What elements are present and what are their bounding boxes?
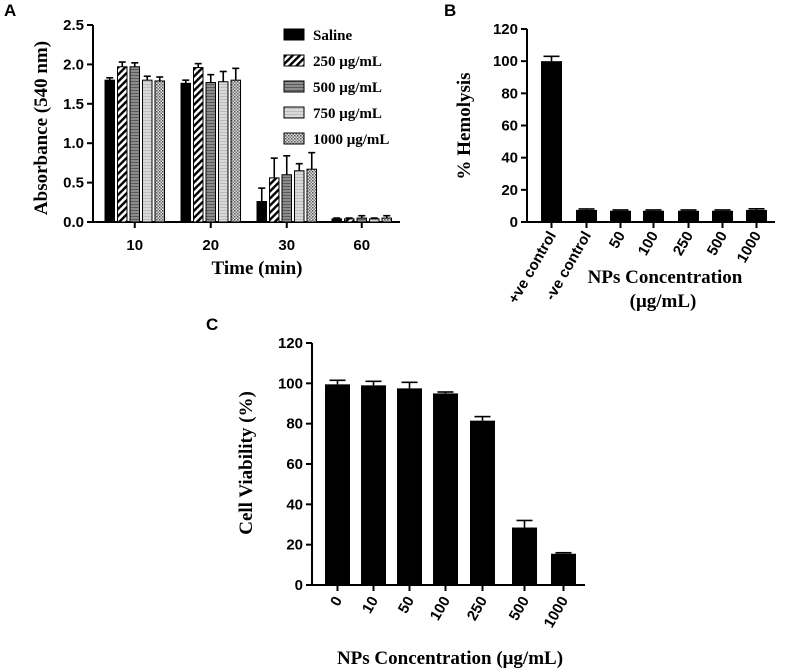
- panel-a-bar: [117, 66, 128, 223]
- panel-c-x-tick-label: 1000: [541, 594, 572, 631]
- panel-c-y-tick-label: 60: [286, 456, 303, 473]
- panel-a-x-tick-label: 10: [126, 237, 143, 254]
- panel-c-y-tick-label: 100: [278, 375, 303, 392]
- panel-c-y-tick-label: 80: [286, 416, 303, 433]
- panel-b-y-tick-label: 120: [493, 21, 518, 38]
- panel-a-y-tick-label: 2.5: [63, 17, 84, 34]
- panel-a-legend-swatch: [283, 106, 305, 119]
- panel-c-x-tick-label: 0: [327, 594, 346, 610]
- panel-a-y-tick-label: 0.5: [63, 175, 84, 192]
- panel-c-y-tick-label: 120: [278, 335, 303, 352]
- panel-c-bar: [470, 420, 495, 585]
- panel-a-legend-label: Saline: [313, 28, 353, 44]
- panel-b-y-tick-label: 0: [510, 214, 518, 231]
- panel-c-x-tick-label: 500: [506, 594, 533, 624]
- panel-b-y-tick-label: 60: [501, 118, 518, 135]
- panel-c-bar: [551, 553, 576, 585]
- panel-a-bar: [294, 170, 305, 223]
- panel-a-x-tick-label: 30: [278, 237, 295, 254]
- panel-b-x-tick-label: 250: [670, 229, 697, 259]
- panel-a-legend-swatch: [283, 132, 305, 145]
- panel-b-bar: [643, 210, 664, 222]
- panel-c-x-tick-label: 10: [359, 594, 382, 617]
- panel-a-legend-swatch: [283, 80, 305, 93]
- panel-c-x-tick-label: 100: [427, 594, 454, 624]
- panel-label-c: C: [206, 315, 218, 334]
- panel-a-bar: [344, 218, 355, 223]
- panel-a-bar: [281, 174, 292, 223]
- panel-a-bar: [306, 168, 317, 223]
- panel-b-y-axis-title: % Hemolysis: [454, 72, 475, 179]
- panel-a-bar: [230, 79, 241, 223]
- panel-b-bar: [541, 61, 562, 222]
- panel-c-y-tick-label: 0: [295, 577, 303, 594]
- panel-c-bar: [512, 527, 537, 585]
- panel-a-chart: 0.0 0.5 1.0 1.5 2.0 2.5 10 20 30 60 Time (min) Abso…: [31, 17, 400, 279]
- panel-b-x-tick-label: 50: [606, 229, 629, 252]
- panel-b-bar: [610, 210, 631, 222]
- panel-b-x-tick-label: 1000: [734, 229, 765, 266]
- panel-a-legend-label: 250 μg/mL: [313, 54, 382, 70]
- panel-c-y-axis-title: Cell Viability (%): [236, 391, 257, 535]
- panel-a-bar: [154, 80, 165, 223]
- panel-b-x-axis-title: NPs Concentration: [588, 267, 743, 288]
- panel-a-x-tick-label: 20: [202, 237, 219, 254]
- panel-a-bar: [129, 66, 140, 223]
- panel-b-y-tick-label: 20: [501, 182, 518, 199]
- panel-b-bar: [746, 209, 767, 222]
- panel-c-bar: [325, 384, 350, 585]
- panel-c-y-tick-label: 40: [286, 496, 303, 513]
- panel-a-bar: [218, 81, 229, 223]
- panel-a-y-tick-label: 0.0: [63, 214, 84, 231]
- panel-a-bar: [369, 218, 380, 223]
- panel-b-bar: [712, 210, 733, 222]
- panel-c-bar: [397, 388, 422, 585]
- panel-a-y-tick-label: 1.0: [63, 135, 84, 152]
- panel-b-y-tick-label: 80: [501, 85, 518, 102]
- panel-c-chart: 0 20 40 60 80 100 120 0 10 50 100 250 500 1000 NPs Con…: [236, 335, 585, 669]
- panel-a-bar: [331, 218, 342, 223]
- panel-b-x-tick-label: 500: [704, 229, 731, 259]
- panel-a-bar: [256, 201, 267, 223]
- panel-a-legend-label: 1000 μg/mL: [313, 132, 389, 148]
- panel-a-bar: [381, 217, 392, 223]
- panel-c-y-tick-label: 20: [286, 537, 303, 554]
- panel-a-x-axis-title: Time (min): [212, 258, 303, 279]
- panel-a-legend-swatch: [283, 54, 305, 67]
- panel-c-x-axis-title: NPs Concentration (μg/mL): [337, 648, 563, 669]
- panel-a-y-axis-title: Absorbance (540 nm): [31, 41, 52, 215]
- panel-a-bar: [193, 67, 204, 223]
- panel-b-x-tick-label: 100: [635, 229, 662, 259]
- panel-c-x-tick-label: 250: [464, 594, 491, 624]
- panel-b-bar: [678, 210, 699, 222]
- panel-a-bar: [269, 177, 280, 223]
- panel-a-bar: [205, 82, 216, 223]
- panel-a-legend-label: 500 μg/mL: [313, 80, 382, 96]
- panel-a-bar: [104, 79, 115, 223]
- panel-c-x-tick-label: 50: [395, 594, 418, 617]
- panel-c-bar: [433, 393, 458, 585]
- panel-a-y-tick-label: 1.5: [63, 96, 84, 113]
- panel-a-legend-label: 750 μg/mL: [313, 106, 382, 122]
- panel-a-bar: [142, 79, 153, 223]
- panel-label-b: B: [444, 1, 456, 20]
- panel-c-bar: [361, 385, 386, 585]
- panel-b-bar: [576, 209, 597, 222]
- panel-label-a: A: [4, 1, 16, 20]
- panel-a-bar: [356, 217, 367, 223]
- panel-b-x-axis-unit: (μg/mL): [630, 291, 697, 312]
- panel-a-x-tick-label: 60: [353, 237, 370, 254]
- panel-a-legend-swatch: [283, 28, 305, 41]
- panel-a-y-tick-label: 2.0: [63, 56, 84, 73]
- panel-b-y-tick-label: 40: [501, 150, 518, 167]
- panel-b-y-tick-label: 100: [493, 53, 518, 70]
- panel-a-bar: [180, 82, 191, 223]
